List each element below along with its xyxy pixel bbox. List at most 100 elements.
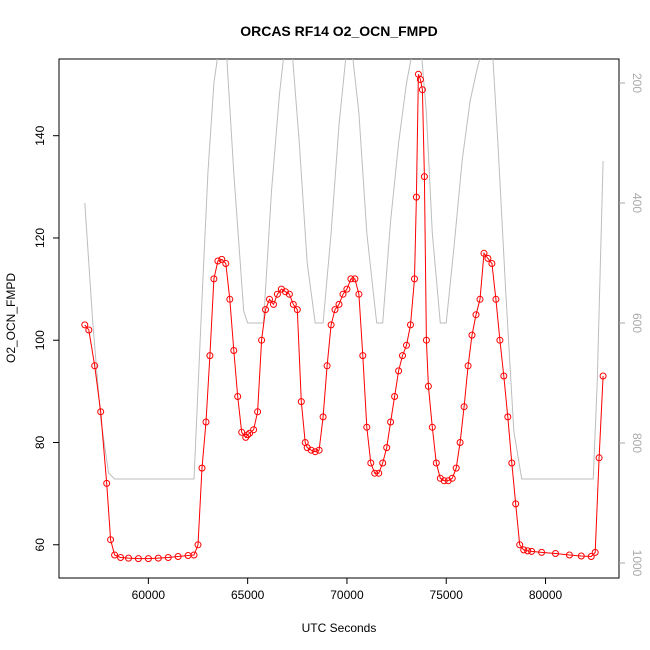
- data-point: [258, 336, 266, 344]
- y-tick-label: 140: [33, 125, 47, 145]
- data-point: [480, 249, 488, 257]
- data-point: [565, 551, 573, 559]
- data-point: [500, 372, 508, 380]
- data-point: [407, 321, 414, 329]
- data-point: [154, 554, 162, 562]
- data-point: [484, 254, 492, 262]
- data-point: [285, 290, 293, 298]
- data-point: [371, 469, 379, 477]
- data-point: [311, 448, 319, 456]
- y-tick-label: 80: [33, 436, 47, 450]
- data-point: [198, 464, 206, 472]
- data-point: [504, 413, 512, 421]
- right-tick-label: 600: [630, 313, 644, 333]
- data-point: [262, 306, 269, 314]
- data-point: [327, 321, 335, 329]
- data-point: [591, 548, 599, 556]
- right-tick-label: 200: [630, 73, 644, 93]
- data-point: [331, 306, 339, 314]
- right-tick-label: 800: [630, 433, 644, 453]
- data-point: [190, 551, 198, 559]
- data-point: [246, 429, 254, 437]
- data-point: [202, 418, 210, 426]
- y-tick-label: 100: [33, 330, 47, 350]
- data-point: [460, 403, 468, 411]
- data-point: [512, 500, 520, 508]
- plot-frame: [58, 58, 620, 579]
- data-point: [420, 173, 428, 181]
- data-point: [218, 255, 226, 263]
- data-point: [339, 290, 347, 298]
- data-point: [448, 474, 456, 482]
- x-tick-label: 60000: [132, 588, 166, 602]
- data-point: [293, 306, 301, 314]
- data-point: [508, 459, 516, 467]
- right-tick-label: 400: [630, 193, 644, 213]
- data-point: [266, 295, 273, 303]
- data-point: [144, 555, 152, 563]
- x-tick-label: 75000: [430, 588, 464, 602]
- data-point: [387, 418, 395, 426]
- y-axis: 60 80 100 120 140: [33, 125, 59, 551]
- data-point: [85, 326, 93, 334]
- data-point: [464, 362, 472, 370]
- data-point: [587, 553, 595, 560]
- data-point: [516, 541, 524, 549]
- data-point: [355, 290, 363, 298]
- data-point: [323, 362, 331, 370]
- data-point: [250, 426, 258, 434]
- altitude-line: [84, 59, 604, 480]
- data-point: [91, 362, 99, 370]
- data-point: [432, 459, 440, 467]
- x-axis-label: UTC Seconds: [302, 621, 377, 635]
- data-point: [399, 352, 406, 360]
- data-point: [440, 477, 448, 485]
- data-point: [174, 553, 182, 560]
- data-point: [403, 341, 410, 349]
- right-tick-label: 1000: [630, 550, 644, 577]
- data-point: [452, 464, 460, 472]
- data-point: [422, 336, 430, 344]
- data-point: [367, 459, 375, 467]
- data-point: [538, 548, 546, 556]
- data-point: [164, 554, 172, 561]
- data-point: [418, 86, 426, 94]
- altitude-layer: [84, 59, 604, 480]
- data-point: [492, 295, 500, 303]
- data-point: [107, 536, 115, 544]
- o2-line: [84, 74, 604, 560]
- data-point: [289, 300, 297, 308]
- data-point: [103, 479, 111, 487]
- data-point: [125, 554, 132, 562]
- data-point: [359, 352, 367, 360]
- data-point: [238, 428, 246, 436]
- x-axis: 60000 65000 70000 75000 80000: [132, 578, 563, 602]
- data-point: [363, 423, 371, 431]
- data-point: [214, 257, 222, 265]
- data-point: [424, 382, 432, 390]
- data-point: [552, 550, 559, 557]
- data-point: [234, 393, 242, 400]
- data-point: [488, 260, 496, 267]
- data-point: [273, 290, 281, 298]
- data-point: [297, 398, 305, 406]
- data-point: [456, 439, 464, 446]
- chart-title: ORCAS RF14 O2_OCN_FMPD: [240, 23, 438, 39]
- y-axis-label: O2_OCN_FMPD: [4, 273, 18, 363]
- data-point: [383, 444, 391, 452]
- data-point: [270, 300, 277, 308]
- data-point: [222, 260, 230, 267]
- data-point: [315, 446, 323, 454]
- data-point: [599, 372, 607, 380]
- data-point: [111, 551, 119, 559]
- data-point: [307, 446, 315, 454]
- data-point: [524, 547, 532, 555]
- data-point: [206, 352, 214, 360]
- data-point: [226, 295, 234, 303]
- data-point: [347, 275, 355, 283]
- x-tick-label: 70000: [330, 588, 364, 602]
- data-point: [117, 554, 125, 561]
- data-point: [391, 393, 399, 400]
- data-point: [210, 275, 218, 283]
